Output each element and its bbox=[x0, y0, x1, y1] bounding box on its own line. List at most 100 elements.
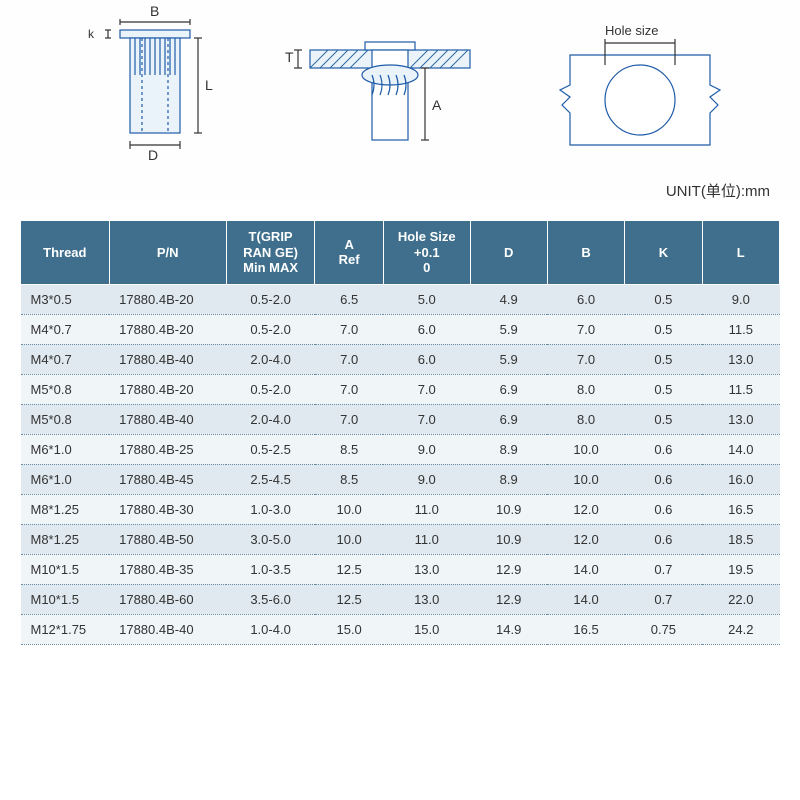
table-cell: 16.5 bbox=[702, 494, 779, 524]
table-cell: 16.5 bbox=[547, 614, 624, 644]
table-cell: M8*1.25 bbox=[21, 524, 110, 554]
table-cell: 14.0 bbox=[547, 554, 624, 584]
label-D: D bbox=[148, 147, 158, 163]
table-row: M5*0.817880.4B-402.0-4.07.07.06.98.00.51… bbox=[21, 404, 780, 434]
table-cell: M10*1.5 bbox=[21, 554, 110, 584]
spec-table: ThreadP/NT(GRIPRAN GE)Min MAXARefHole Si… bbox=[20, 220, 780, 645]
table-cell: 9.0 bbox=[383, 464, 470, 494]
table-body: M3*0.517880.4B-200.5-2.06.55.04.96.00.59… bbox=[21, 284, 780, 644]
table-row: M8*1.2517880.4B-503.0-5.010.011.010.912.… bbox=[21, 524, 780, 554]
table-cell: 0.5 bbox=[625, 344, 702, 374]
table-cell: 15.0 bbox=[383, 614, 470, 644]
table-cell: 8.5 bbox=[315, 434, 384, 464]
table-cell: 2.0-4.0 bbox=[226, 404, 315, 434]
table-header: ThreadP/NT(GRIPRAN GE)Min MAXARefHole Si… bbox=[21, 221, 780, 285]
table-cell: 11.5 bbox=[702, 374, 779, 404]
table-cell: M8*1.25 bbox=[21, 494, 110, 524]
table-cell: 5.0 bbox=[383, 284, 470, 314]
diagrams-area: B k L D bbox=[0, 0, 800, 200]
table-cell: M3*0.5 bbox=[21, 284, 110, 314]
table-cell: 17880.4B-35 bbox=[109, 554, 226, 584]
table-cell: 10.0 bbox=[315, 494, 384, 524]
table-cell: 3.5-6.0 bbox=[226, 584, 315, 614]
table-cell: 8.0 bbox=[547, 404, 624, 434]
table-cell: M4*0.7 bbox=[21, 314, 110, 344]
table-cell: 1.0-3.0 bbox=[226, 494, 315, 524]
table-cell: 16.0 bbox=[702, 464, 779, 494]
table-cell: 5.9 bbox=[470, 314, 547, 344]
label-T: T bbox=[285, 49, 294, 65]
col-header: Hole Size+0.10 bbox=[383, 221, 470, 285]
table-cell: 0.5-2.5 bbox=[226, 434, 315, 464]
table-cell: M4*0.7 bbox=[21, 344, 110, 374]
col-header: L bbox=[702, 221, 779, 285]
table-cell: M5*0.8 bbox=[21, 404, 110, 434]
table-cell: 14.0 bbox=[702, 434, 779, 464]
table-cell: M6*1.0 bbox=[21, 464, 110, 494]
table-cell: 14.9 bbox=[470, 614, 547, 644]
label-B: B bbox=[150, 3, 159, 19]
table-cell: 5.9 bbox=[470, 344, 547, 374]
table-cell: 0.5 bbox=[625, 284, 702, 314]
table-cell: M6*1.0 bbox=[21, 434, 110, 464]
table-cell: 13.0 bbox=[702, 344, 779, 374]
table-cell: 0.5-2.0 bbox=[226, 374, 315, 404]
table-cell: 17880.4B-60 bbox=[109, 584, 226, 614]
table-cell: 0.5-2.0 bbox=[226, 284, 315, 314]
table-cell: 0.75 bbox=[625, 614, 702, 644]
col-header: P/N bbox=[109, 221, 226, 285]
table-cell: 10.9 bbox=[470, 524, 547, 554]
table-row: M3*0.517880.4B-200.5-2.06.55.04.96.00.59… bbox=[21, 284, 780, 314]
table-cell: 11.0 bbox=[383, 524, 470, 554]
table-cell: 0.7 bbox=[625, 584, 702, 614]
label-A: A bbox=[432, 97, 442, 113]
table-row: M6*1.017880.4B-452.5-4.58.59.08.910.00.6… bbox=[21, 464, 780, 494]
table-cell: 18.5 bbox=[702, 524, 779, 554]
table-cell: 17880.4B-45 bbox=[109, 464, 226, 494]
table-cell: 0.7 bbox=[625, 554, 702, 584]
table-cell: 7.0 bbox=[383, 404, 470, 434]
label-L: L bbox=[205, 77, 213, 93]
technical-diagrams: B k L D bbox=[0, 0, 800, 200]
col-header: B bbox=[547, 221, 624, 285]
table-cell: 10.0 bbox=[547, 434, 624, 464]
table-cell: 17880.4B-40 bbox=[109, 404, 226, 434]
table-cell: 17880.4B-20 bbox=[109, 374, 226, 404]
table-cell: 2.0-4.0 bbox=[226, 344, 315, 374]
table-cell: M12*1.75 bbox=[21, 614, 110, 644]
table-cell: 11.5 bbox=[702, 314, 779, 344]
table-cell: 12.5 bbox=[315, 554, 384, 584]
table-cell: 0.6 bbox=[625, 524, 702, 554]
table-cell: 0.6 bbox=[625, 434, 702, 464]
table-cell: 8.9 bbox=[470, 464, 547, 494]
table-cell: 0.6 bbox=[625, 494, 702, 524]
table-cell: 17880.4B-40 bbox=[109, 614, 226, 644]
table-cell: 0.5 bbox=[625, 374, 702, 404]
col-header: ARef bbox=[315, 221, 384, 285]
table-cell: 8.9 bbox=[470, 434, 547, 464]
col-header: K bbox=[625, 221, 702, 285]
col-header: D bbox=[470, 221, 547, 285]
table-cell: 10.9 bbox=[470, 494, 547, 524]
table-row: M12*1.7517880.4B-401.0-4.015.015.014.916… bbox=[21, 614, 780, 644]
table-row: M10*1.517880.4B-351.0-3.512.513.012.914.… bbox=[21, 554, 780, 584]
table-cell: 0.5 bbox=[625, 314, 702, 344]
table-row: M4*0.717880.4B-402.0-4.07.06.05.97.00.51… bbox=[21, 344, 780, 374]
table-cell: 17880.4B-40 bbox=[109, 344, 226, 374]
table-cell: 1.0-3.5 bbox=[226, 554, 315, 584]
table-cell: 13.0 bbox=[383, 584, 470, 614]
table-cell: 10.0 bbox=[315, 524, 384, 554]
table-cell: 12.5 bbox=[315, 584, 384, 614]
table-cell: 19.5 bbox=[702, 554, 779, 584]
table-cell: 11.0 bbox=[383, 494, 470, 524]
table-cell: 17880.4B-30 bbox=[109, 494, 226, 524]
table-row: M4*0.717880.4B-200.5-2.07.06.05.97.00.51… bbox=[21, 314, 780, 344]
col-header: T(GRIPRAN GE)Min MAX bbox=[226, 221, 315, 285]
table-cell: 7.0 bbox=[315, 404, 384, 434]
table-cell: 6.9 bbox=[470, 374, 547, 404]
table-cell: 17880.4B-20 bbox=[109, 284, 226, 314]
label-k: k bbox=[88, 27, 95, 41]
table-cell: 7.0 bbox=[315, 344, 384, 374]
unit-label: UNIT(单位):mm bbox=[666, 180, 770, 201]
table-cell: 6.0 bbox=[383, 344, 470, 374]
